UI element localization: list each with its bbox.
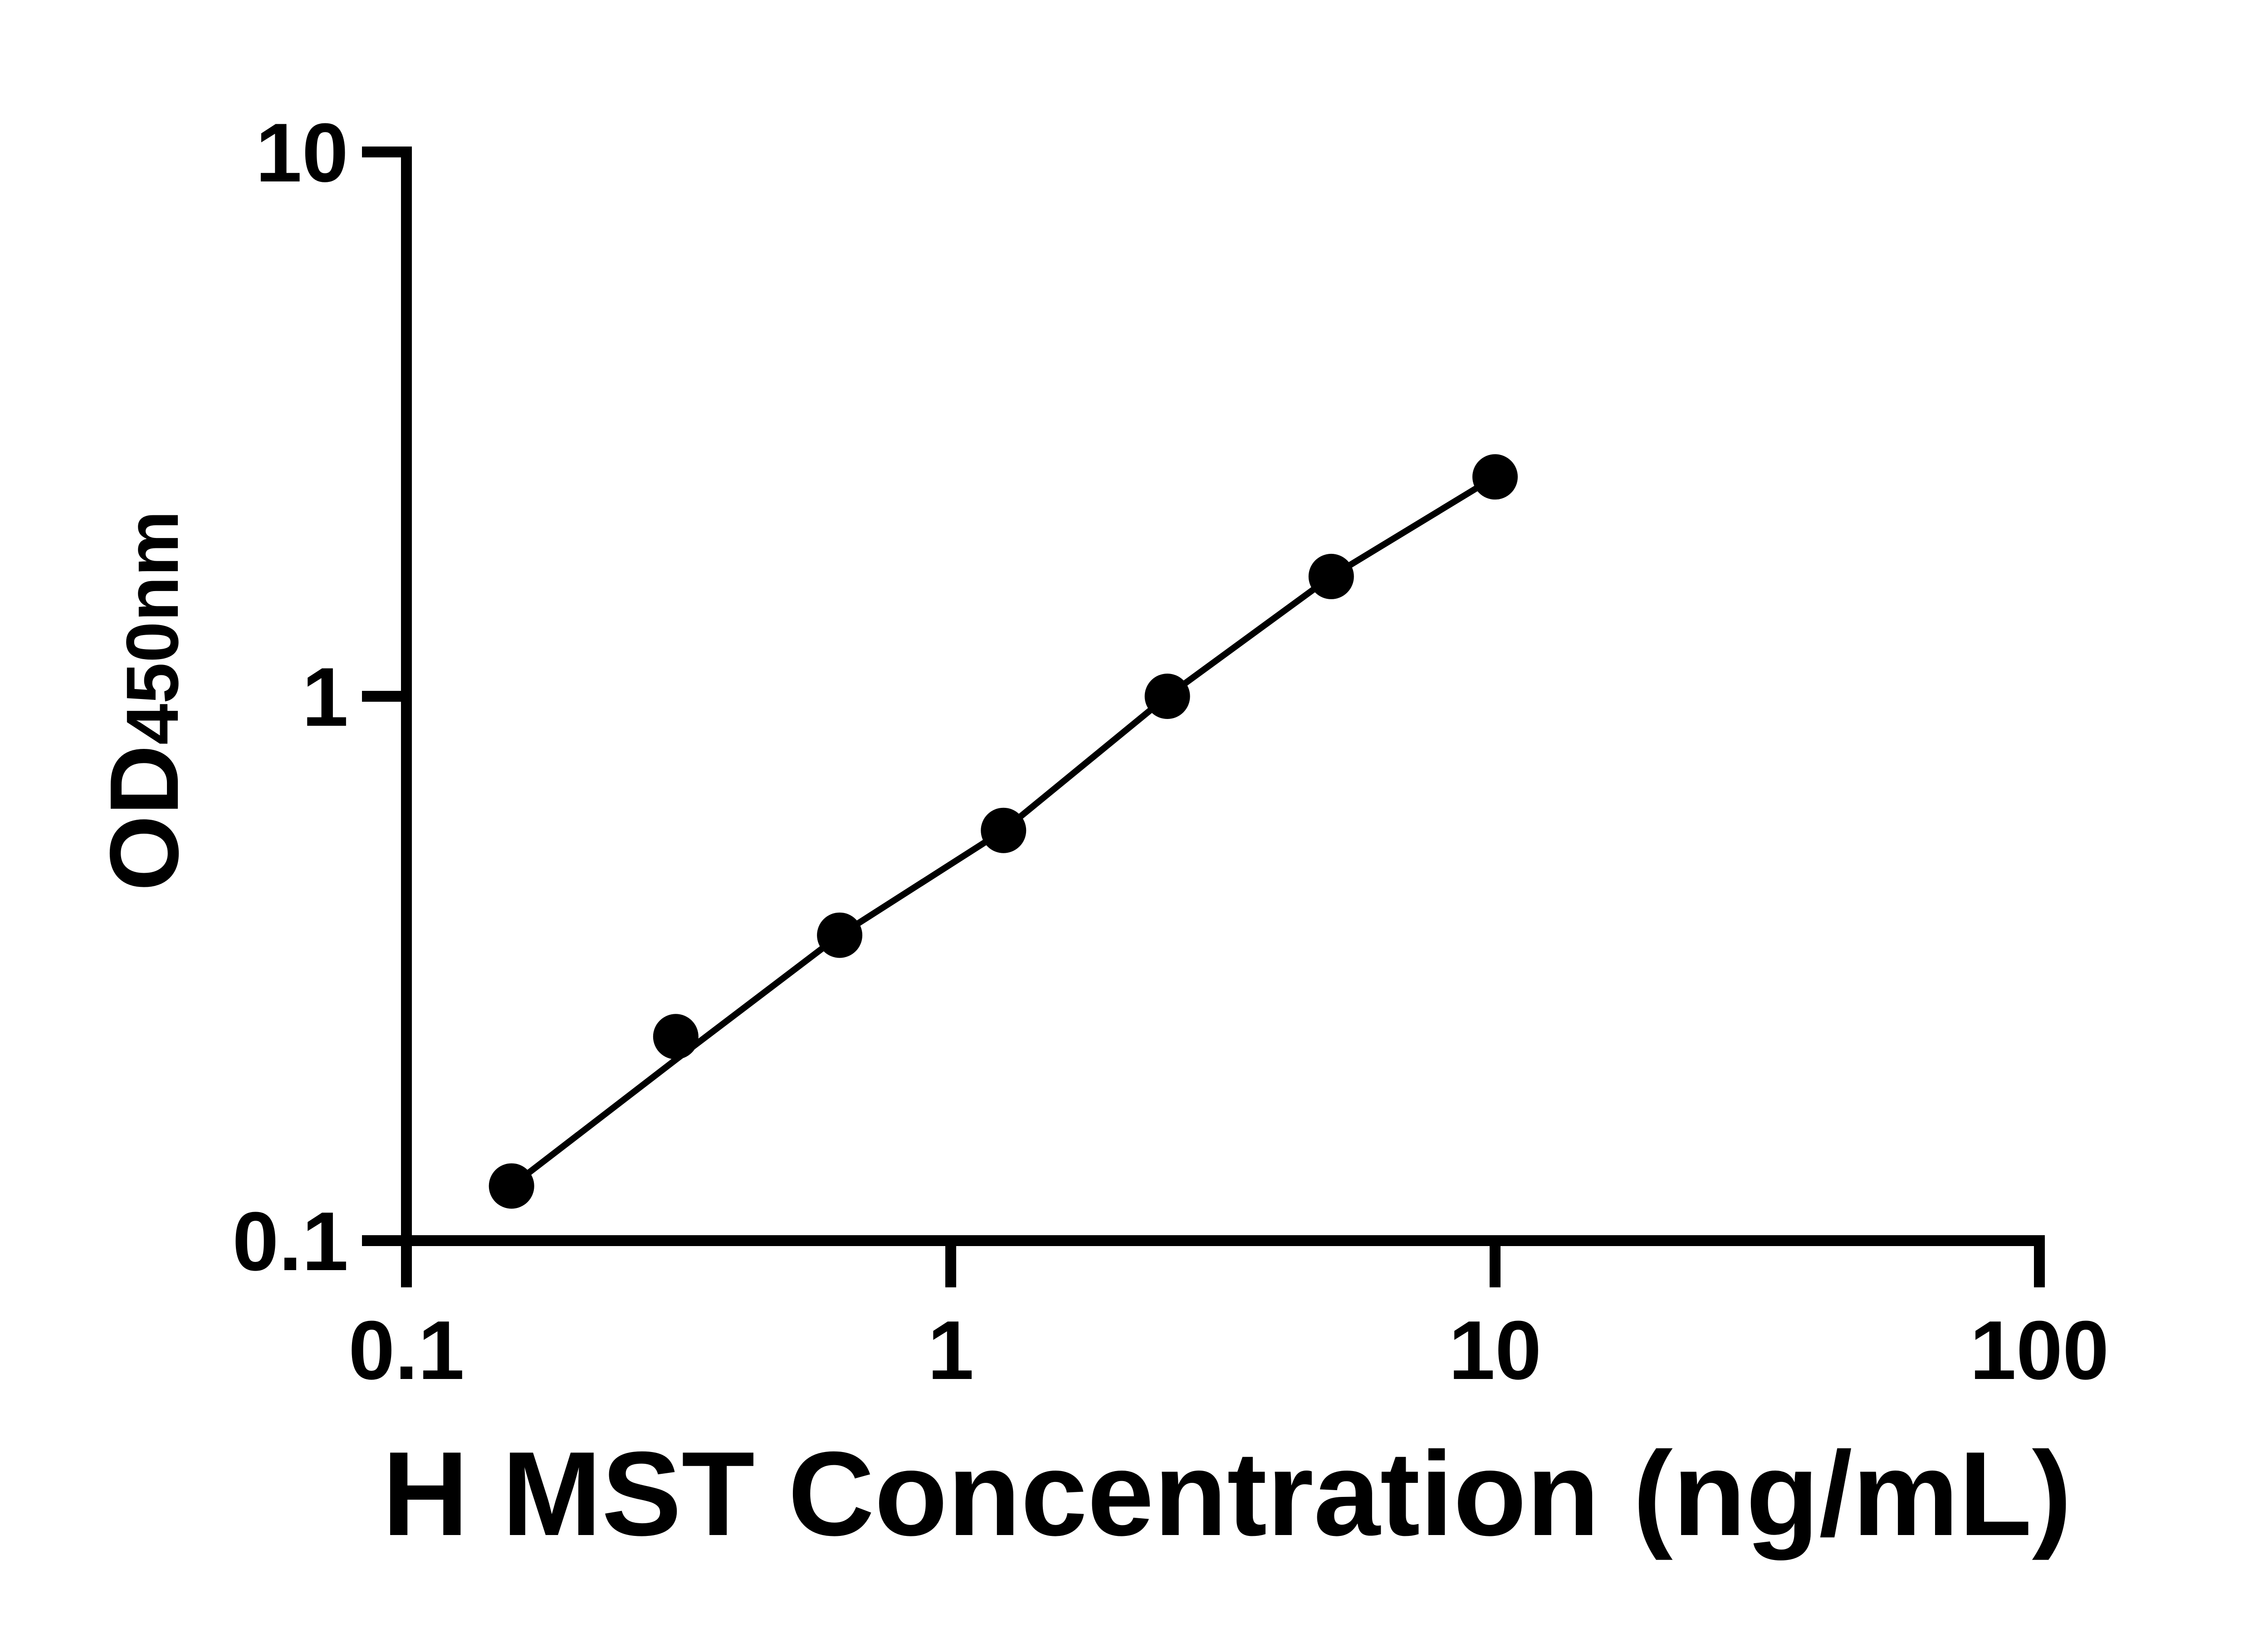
- y-tick-label: 0.1: [232, 1194, 348, 1288]
- y-axis-title-sub: 450nm: [111, 511, 194, 745]
- x-tick-label: 1: [928, 1303, 974, 1397]
- y-axis-title-main: OD: [89, 745, 199, 891]
- tick-labels-layer: 0.1 1 10 0.1 1 10 100: [232, 106, 2109, 1397]
- data-point: [1472, 454, 1518, 500]
- data-point: [1144, 674, 1190, 719]
- x-axis-title: H MST Concentration (ng/mL): [382, 1427, 2072, 1561]
- x-tick-label: 0.1: [348, 1303, 464, 1397]
- y-tick-label: 1: [302, 650, 348, 743]
- x-tick-label: 10: [1449, 1303, 1542, 1397]
- data-point: [653, 1014, 699, 1060]
- data-point: [1308, 553, 1354, 599]
- data-point: [817, 912, 863, 958]
- ticks-layer: [362, 147, 2045, 1287]
- data-point: [489, 1163, 534, 1209]
- data-point: [981, 807, 1026, 853]
- x-tick-label: 100: [1970, 1303, 2109, 1397]
- y-axis-title: OD450nm: [89, 511, 199, 891]
- y-tick-label: 10: [255, 106, 348, 199]
- axes-layer: [401, 147, 2045, 1287]
- data-layer: [489, 454, 1518, 1209]
